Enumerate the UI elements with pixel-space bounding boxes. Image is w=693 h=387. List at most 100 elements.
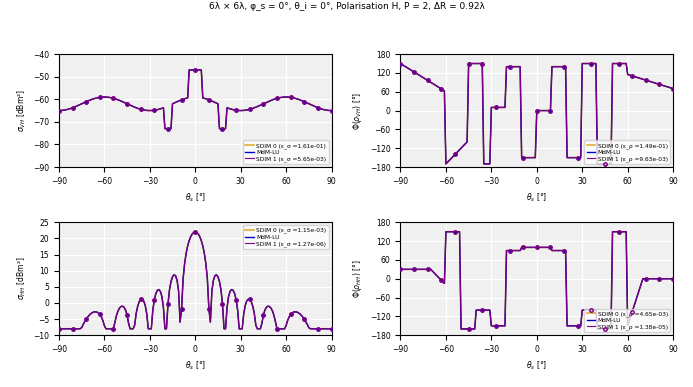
SDIM 0 (ε_ρ =1.49e-01) xyxy=(396,61,405,66)
Line: SDIM 0 (ε_σ =1.61e-01): SDIM 0 (ε_σ =1.61e-01) xyxy=(59,70,331,128)
SDIM 0 (ε_σ =1.15e-03) xyxy=(55,327,63,331)
MdM-LU xyxy=(282,323,290,328)
SDIM 0 (ε_ρ =4.65e-03) xyxy=(475,308,484,312)
SDIM 1 (ε_ρ =1.38e-05) xyxy=(437,278,446,283)
SDIM 1 (ε_σ =1.27e-06) xyxy=(96,312,104,317)
MdM-LU xyxy=(419,267,428,272)
MdM-LU xyxy=(437,278,446,283)
MdM-LU xyxy=(185,68,193,72)
SDIM 1 (ε_ρ =1.38e-05) xyxy=(475,308,484,312)
Y-axis label: $\sigma_{VH}$ [dBm²]: $\sigma_{VH}$ [dBm²] xyxy=(15,89,28,132)
MdM-LU xyxy=(473,61,482,66)
SDIM 1 (ε_σ =1.27e-06) xyxy=(327,327,335,331)
SDIM 0 (ε_σ =1.61e-01) xyxy=(55,108,63,113)
SDIM 1 (ε_ρ =9.63e-03) xyxy=(396,61,405,66)
SDIM 1 (ε_σ =5.65e-03) xyxy=(161,126,169,131)
SDIM 1 (ε_ρ =9.63e-03) xyxy=(529,155,538,160)
SDIM 0 (ε_σ =1.61e-01) xyxy=(185,68,193,72)
MdM-LU xyxy=(96,95,104,100)
SDIM 0 (ε_σ =1.15e-03) xyxy=(282,323,290,328)
MdM-LU xyxy=(441,229,450,234)
MdM-LU xyxy=(78,325,86,330)
SDIM 1 (ε_σ =1.27e-06) xyxy=(55,327,63,331)
SDIM 0 (ε_ρ =1.49e-01) xyxy=(437,87,446,91)
Line: MdM-LU: MdM-LU xyxy=(401,63,673,164)
MdM-LU xyxy=(190,68,198,72)
MdM-LU xyxy=(55,327,63,331)
SDIM 1 (ε_ρ =1.38e-05) xyxy=(441,229,450,234)
SDIM 0 (ε_σ =1.15e-03) xyxy=(78,325,86,330)
Legend: SDIM 0 (ε_σ =1.15e-03), MdM-LU, SDIM 1 (ε_σ =1.27e-06): SDIM 0 (ε_σ =1.15e-03), MdM-LU, SDIM 1 (… xyxy=(243,225,328,249)
SDIM 1 (ε_σ =1.27e-06) xyxy=(185,238,193,243)
SDIM 1 (ε_σ =5.65e-03) xyxy=(55,108,63,113)
SDIM 1 (ε_ρ =1.38e-05) xyxy=(625,319,633,324)
X-axis label: $\theta_s$ [°]: $\theta_s$ [°] xyxy=(184,191,206,204)
SDIM 1 (ε_σ =5.65e-03) xyxy=(130,105,139,110)
MdM-LU xyxy=(185,238,193,243)
MdM-LU xyxy=(327,108,335,113)
SDIM 1 (ε_ρ =9.63e-03) xyxy=(528,155,536,160)
SDIM 0 (ε_ρ =4.65e-03) xyxy=(396,267,405,272)
MdM-LU xyxy=(55,108,63,113)
SDIM 0 (ε_ρ =1.49e-01) xyxy=(441,161,450,166)
MdM-LU xyxy=(528,155,536,160)
SDIM 1 (ε_σ =1.27e-06) xyxy=(130,323,139,327)
Text: 6λ × 6λ, φ_s = 0°, θ_i = 0°, Polarisation H, P = 2, ΔR = 0.92λ: 6λ × 6λ, φ_s = 0°, θ_i = 0°, Polarisatio… xyxy=(209,2,484,11)
Line: SDIM 0 (ε_ρ =1.49e-01): SDIM 0 (ε_ρ =1.49e-01) xyxy=(401,63,673,164)
SDIM 1 (ε_σ =5.65e-03) xyxy=(188,68,196,72)
X-axis label: $\theta_s$ [°]: $\theta_s$ [°] xyxy=(526,191,547,204)
SDIM 0 (ε_ρ =1.49e-01) xyxy=(529,155,538,160)
SDIM 1 (ε_σ =5.65e-03) xyxy=(283,95,292,99)
SDIM 1 (ε_ρ =9.63e-03) xyxy=(437,87,446,91)
MdM-LU xyxy=(130,323,139,327)
SDIM 1 (ε_ρ =9.63e-03) xyxy=(624,72,632,77)
MdM-LU xyxy=(419,75,428,80)
MdM-LU xyxy=(669,276,677,281)
SDIM 0 (ε_σ =1.61e-01) xyxy=(283,95,292,99)
Line: MdM-LU: MdM-LU xyxy=(401,232,673,329)
MdM-LU xyxy=(191,229,200,234)
SDIM 1 (ε_σ =1.27e-06) xyxy=(78,325,86,330)
MdM-LU xyxy=(161,126,169,131)
MdM-LU xyxy=(669,86,677,91)
MdM-LU xyxy=(130,105,139,110)
Line: SDIM 0 (ε_ρ =4.65e-03): SDIM 0 (ε_ρ =4.65e-03) xyxy=(401,232,673,329)
Y-axis label: $\Phi(\rho_{VH})$ [°]: $\Phi(\rho_{VH})$ [°] xyxy=(351,91,365,130)
SDIM 0 (ε_ρ =4.65e-03) xyxy=(625,319,633,324)
SDIM 0 (ε_ρ =4.65e-03) xyxy=(419,267,428,272)
Legend: SDIM 0 (ε_σ =1.61e-01), MdM-LU, SDIM 1 (ε_σ =5.65e-03): SDIM 0 (ε_σ =1.61e-01), MdM-LU, SDIM 1 (… xyxy=(243,140,328,164)
SDIM 0 (ε_ρ =4.65e-03) xyxy=(437,278,446,283)
MdM-LU xyxy=(475,308,484,312)
SDIM 0 (ε_ρ =1.49e-01) xyxy=(419,75,428,80)
MdM-LU xyxy=(457,327,465,331)
SDIM 0 (ε_ρ =1.49e-01) xyxy=(528,155,536,160)
Line: SDIM 1 (ε_ρ =1.38e-05): SDIM 1 (ε_ρ =1.38e-05) xyxy=(401,232,673,329)
SDIM 0 (ε_ρ =4.65e-03) xyxy=(529,245,538,250)
MdM-LU xyxy=(283,95,292,99)
MdM-LU xyxy=(186,235,195,239)
SDIM 0 (ε_σ =1.61e-01) xyxy=(161,126,169,131)
SDIM 0 (ε_ρ =4.65e-03) xyxy=(531,245,539,250)
SDIM 0 (ε_σ =1.15e-03) xyxy=(327,327,335,331)
SDIM 0 (ε_σ =1.61e-01) xyxy=(78,101,86,106)
Y-axis label: $\Phi(\rho_{HH})$ [°]: $\Phi(\rho_{HH})$ [°] xyxy=(351,259,365,298)
SDIM 0 (ε_σ =1.61e-01) xyxy=(96,95,104,100)
SDIM 0 (ε_σ =1.61e-01) xyxy=(130,105,139,110)
SDIM 0 (ε_σ =1.15e-03) xyxy=(96,312,104,317)
MdM-LU xyxy=(625,319,633,324)
SDIM 1 (ε_ρ =1.38e-05) xyxy=(396,267,405,272)
SDIM 0 (ε_σ =1.61e-01) xyxy=(188,68,196,72)
SDIM 0 (ε_ρ =4.65e-03) xyxy=(457,327,465,331)
SDIM 0 (ε_ρ =4.65e-03) xyxy=(669,276,677,281)
Legend: SDIM 0 (ε_ρ =1.49e-01), MdM-LU, SDIM 1 (ε_ρ =9.63e-03): SDIM 0 (ε_ρ =1.49e-01), MdM-LU, SDIM 1 (… xyxy=(584,140,670,164)
SDIM 0 (ε_σ =1.15e-03) xyxy=(191,229,200,234)
Line: MdM-LU: MdM-LU xyxy=(59,232,331,329)
SDIM 0 (ε_ρ =1.49e-01) xyxy=(624,72,632,77)
SDIM 1 (ε_ρ =9.63e-03) xyxy=(669,86,677,91)
SDIM 1 (ε_σ =1.27e-06) xyxy=(282,323,290,328)
SDIM 0 (ε_ρ =4.65e-03) xyxy=(441,229,450,234)
SDIM 1 (ε_ρ =1.38e-05) xyxy=(529,245,538,250)
SDIM 1 (ε_σ =1.27e-06) xyxy=(191,229,200,234)
MdM-LU xyxy=(441,161,450,166)
MdM-LU xyxy=(529,245,538,250)
